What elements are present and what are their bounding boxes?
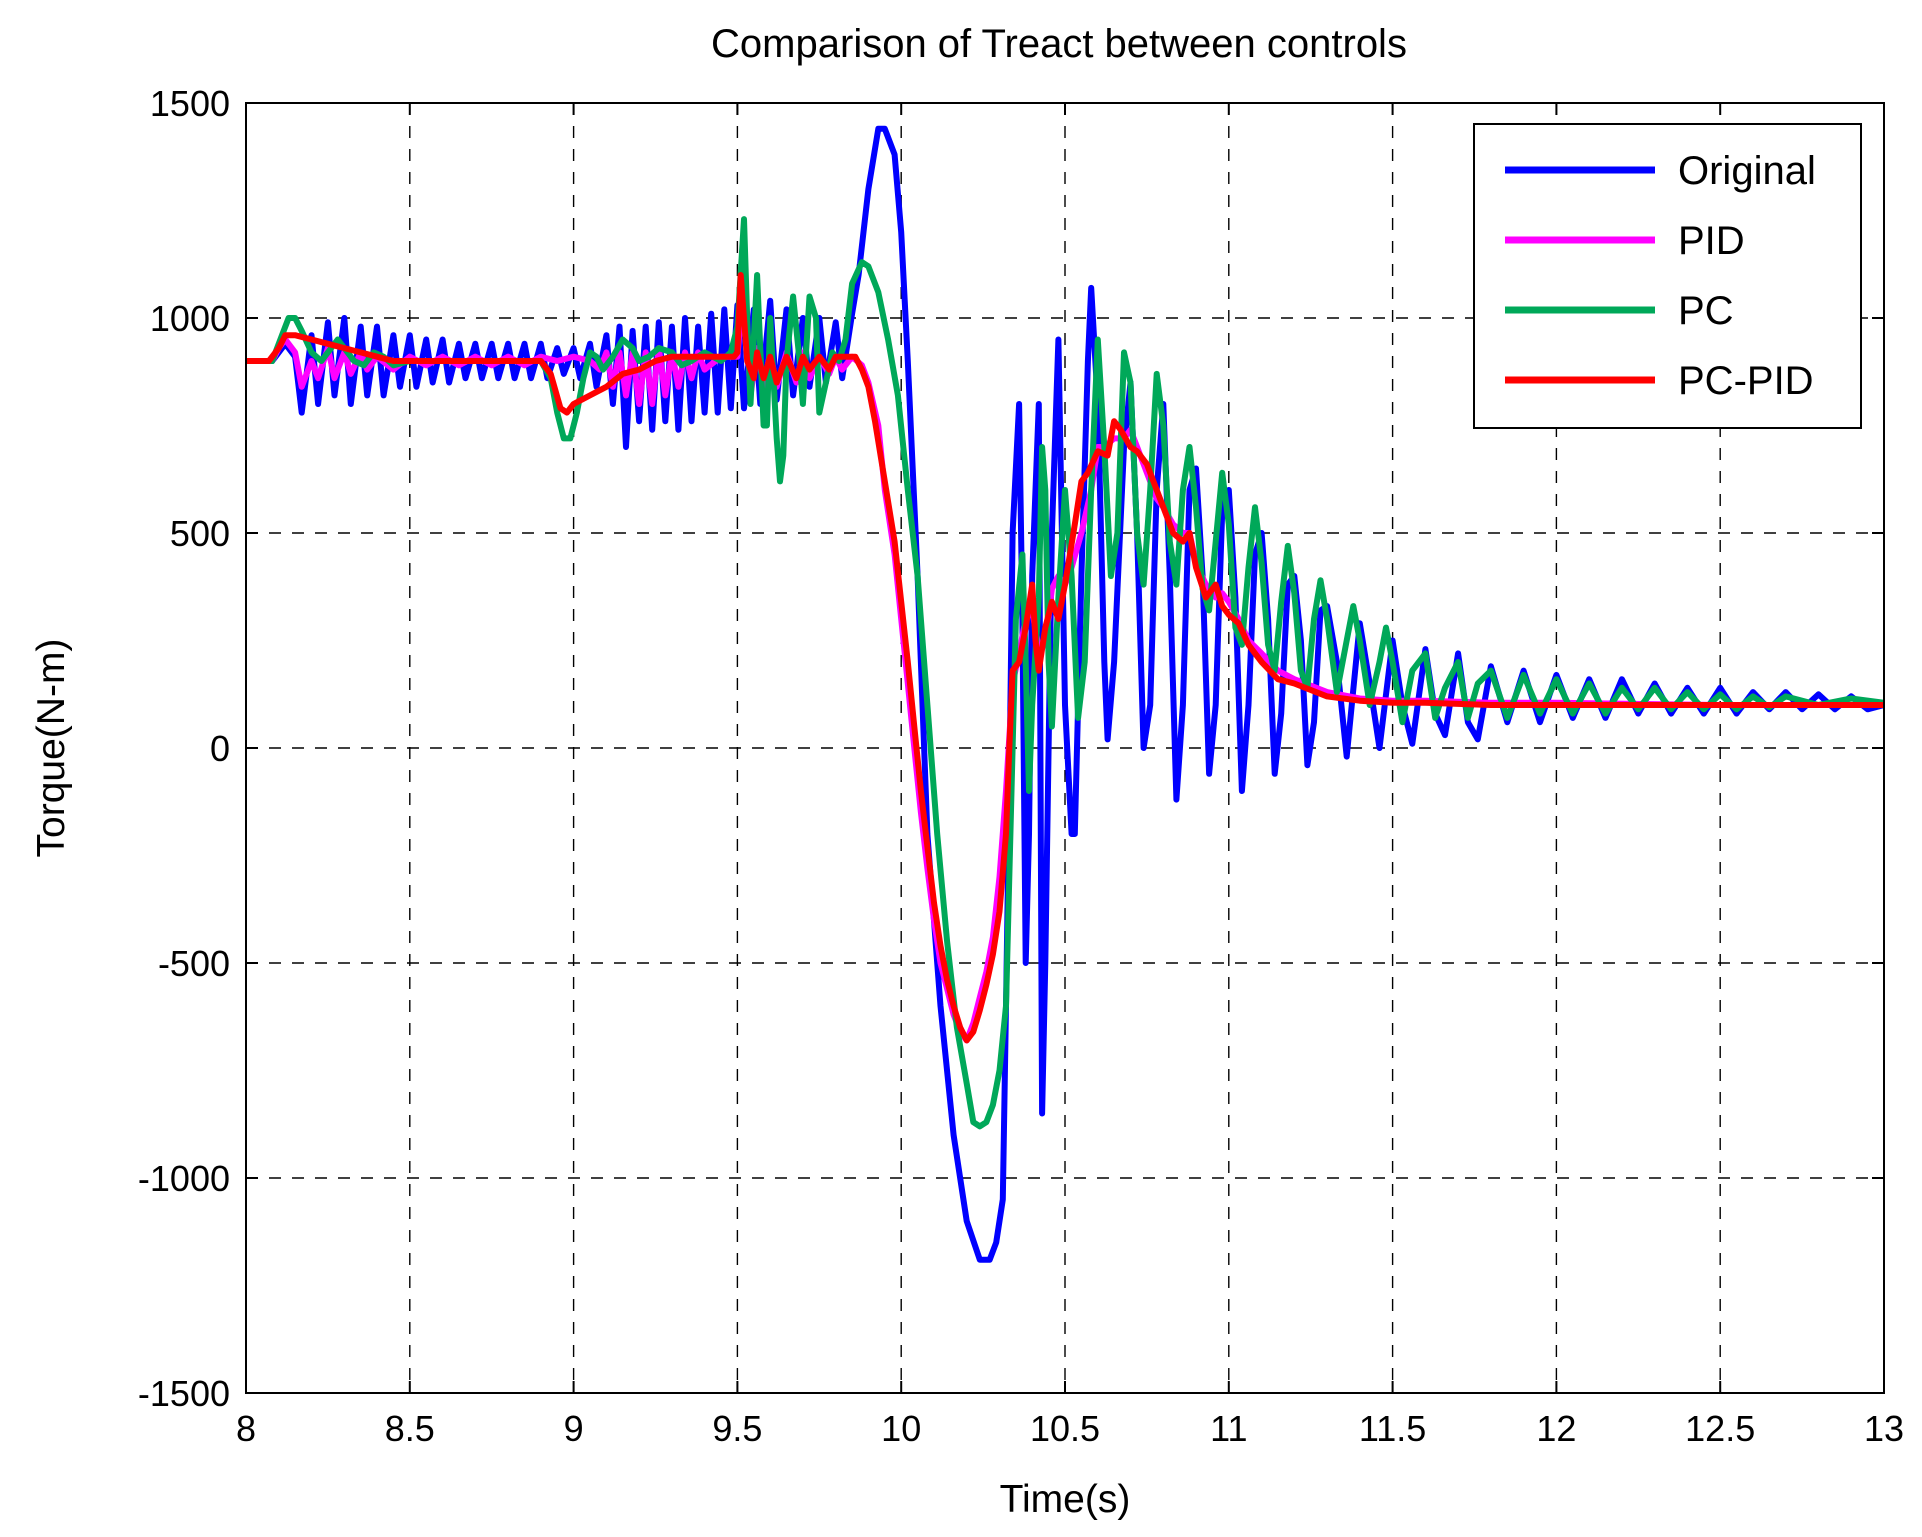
x-tick-label: 9 — [564, 1408, 584, 1449]
x-axis-label: Time(s) — [1000, 1478, 1131, 1521]
legend: Original PID PC PC-PID — [1473, 123, 1862, 429]
x-tick-label: 11.5 — [1359, 1408, 1426, 1449]
x-tick-label: 12 — [1536, 1408, 1576, 1449]
y-tick-label: 1500 — [150, 83, 230, 124]
series-line-pc-pid — [246, 272, 1884, 1044]
legend-label-pc-pid: PC-PID — [1678, 359, 1814, 403]
y-axis-label: Torque(N-m) — [30, 639, 73, 858]
y-tick-label: 500 — [170, 513, 230, 554]
chart-title: Comparison of Treact between controls — [711, 22, 1407, 66]
x-tick-label: 8 — [236, 1408, 256, 1449]
legend-label-pid: PID — [1678, 219, 1745, 263]
x-tick-label: 9.5 — [712, 1408, 762, 1449]
y-tick-label: -1500 — [138, 1373, 230, 1414]
y-tick-label: -1000 — [138, 1158, 230, 1199]
x-tick-label: 8.5 — [385, 1408, 435, 1449]
y-tick-label: 0 — [210, 728, 230, 769]
y-tick-label: -500 — [158, 943, 230, 984]
legend-label-original: Original — [1678, 149, 1816, 193]
x-tick-label: 11 — [1210, 1408, 1247, 1449]
x-tick-labels: 8 8.5 9 9.5 10 10.5 11 11.5 12 12.5 13 — [236, 1408, 1904, 1449]
x-tick-label: 12.5 — [1685, 1408, 1755, 1449]
x-tick-label: 10.5 — [1030, 1408, 1100, 1449]
plot-border — [245, 102, 1885, 1394]
series-group — [246, 125, 1884, 1263]
x-tick-label: 13 — [1864, 1408, 1904, 1449]
y-tick-labels: 1500 1000 500 0 -500 -1000 -1500 — [138, 83, 230, 1414]
legend-label-pc: PC — [1678, 289, 1734, 333]
series-line-pc — [246, 216, 1884, 1130]
x-tick-label: 10 — [881, 1408, 921, 1449]
y-tick-label: 1000 — [150, 298, 230, 339]
